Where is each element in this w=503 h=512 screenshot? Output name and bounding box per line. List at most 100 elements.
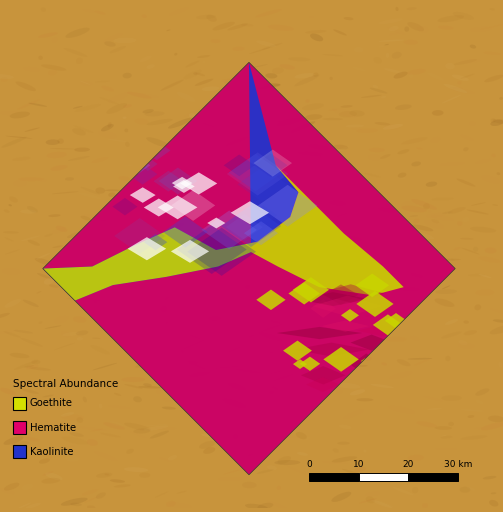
Ellipse shape xyxy=(280,64,295,70)
Ellipse shape xyxy=(211,39,220,43)
Ellipse shape xyxy=(202,140,217,146)
Ellipse shape xyxy=(481,176,500,183)
Ellipse shape xyxy=(184,373,197,380)
Ellipse shape xyxy=(144,111,164,116)
Ellipse shape xyxy=(99,403,103,409)
Ellipse shape xyxy=(245,285,250,289)
Ellipse shape xyxy=(305,30,326,34)
Ellipse shape xyxy=(1,77,8,82)
Ellipse shape xyxy=(54,343,75,350)
Ellipse shape xyxy=(0,111,21,115)
Ellipse shape xyxy=(21,338,43,347)
Ellipse shape xyxy=(78,287,87,293)
Ellipse shape xyxy=(168,118,193,129)
Ellipse shape xyxy=(262,43,283,50)
Ellipse shape xyxy=(154,318,169,324)
Ellipse shape xyxy=(329,200,347,206)
Ellipse shape xyxy=(225,136,249,146)
Ellipse shape xyxy=(307,222,313,227)
Ellipse shape xyxy=(182,339,205,350)
Ellipse shape xyxy=(304,437,310,440)
Ellipse shape xyxy=(67,231,84,238)
Polygon shape xyxy=(293,277,329,303)
Ellipse shape xyxy=(24,365,34,368)
Text: 30 km: 30 km xyxy=(444,460,472,470)
Ellipse shape xyxy=(436,448,457,450)
Ellipse shape xyxy=(307,144,330,151)
Ellipse shape xyxy=(456,179,475,187)
Ellipse shape xyxy=(484,75,503,82)
Ellipse shape xyxy=(214,220,240,227)
Ellipse shape xyxy=(393,72,407,78)
Ellipse shape xyxy=(270,346,284,352)
Ellipse shape xyxy=(146,65,155,69)
Ellipse shape xyxy=(5,249,19,254)
Ellipse shape xyxy=(12,157,31,161)
Ellipse shape xyxy=(299,404,324,407)
Ellipse shape xyxy=(103,422,125,430)
Ellipse shape xyxy=(451,259,454,261)
Ellipse shape xyxy=(162,407,176,410)
Ellipse shape xyxy=(10,112,30,118)
Ellipse shape xyxy=(283,242,304,252)
Ellipse shape xyxy=(207,275,217,279)
Ellipse shape xyxy=(14,180,27,186)
Ellipse shape xyxy=(448,422,454,426)
Ellipse shape xyxy=(471,202,486,206)
Ellipse shape xyxy=(61,331,70,337)
Ellipse shape xyxy=(287,220,309,226)
Ellipse shape xyxy=(499,97,503,100)
Ellipse shape xyxy=(384,68,403,74)
Ellipse shape xyxy=(306,351,319,357)
Ellipse shape xyxy=(291,352,310,359)
Ellipse shape xyxy=(373,286,392,293)
Ellipse shape xyxy=(113,288,139,296)
Ellipse shape xyxy=(404,40,418,45)
Ellipse shape xyxy=(125,142,130,147)
Ellipse shape xyxy=(397,177,406,179)
Ellipse shape xyxy=(150,431,169,439)
Ellipse shape xyxy=(75,104,101,112)
Ellipse shape xyxy=(201,412,223,422)
Ellipse shape xyxy=(124,129,128,132)
Ellipse shape xyxy=(52,245,63,248)
FancyBboxPatch shape xyxy=(13,397,26,410)
Ellipse shape xyxy=(410,273,424,278)
Ellipse shape xyxy=(272,386,279,390)
Ellipse shape xyxy=(339,319,365,324)
Ellipse shape xyxy=(474,428,489,429)
Ellipse shape xyxy=(41,478,60,484)
Ellipse shape xyxy=(442,95,462,103)
Ellipse shape xyxy=(395,7,398,11)
Ellipse shape xyxy=(253,322,273,329)
Ellipse shape xyxy=(404,27,409,32)
Ellipse shape xyxy=(331,492,351,502)
Ellipse shape xyxy=(426,213,445,218)
Polygon shape xyxy=(283,340,312,361)
Ellipse shape xyxy=(329,77,333,80)
Ellipse shape xyxy=(441,435,448,437)
Ellipse shape xyxy=(325,253,350,259)
Ellipse shape xyxy=(245,504,268,510)
Ellipse shape xyxy=(52,38,57,42)
Ellipse shape xyxy=(248,165,262,169)
Ellipse shape xyxy=(257,187,270,192)
Ellipse shape xyxy=(388,406,415,414)
Ellipse shape xyxy=(249,47,270,54)
Ellipse shape xyxy=(441,436,453,439)
Ellipse shape xyxy=(106,103,127,114)
Ellipse shape xyxy=(401,137,428,144)
Ellipse shape xyxy=(269,391,275,394)
Ellipse shape xyxy=(411,161,421,166)
Ellipse shape xyxy=(96,493,106,499)
Ellipse shape xyxy=(348,301,372,311)
Ellipse shape xyxy=(423,203,430,209)
Ellipse shape xyxy=(113,38,136,43)
Polygon shape xyxy=(158,196,197,219)
Ellipse shape xyxy=(490,120,503,126)
Ellipse shape xyxy=(124,423,151,431)
Ellipse shape xyxy=(382,362,387,366)
Ellipse shape xyxy=(351,308,367,315)
Ellipse shape xyxy=(32,360,40,365)
Polygon shape xyxy=(130,187,155,203)
